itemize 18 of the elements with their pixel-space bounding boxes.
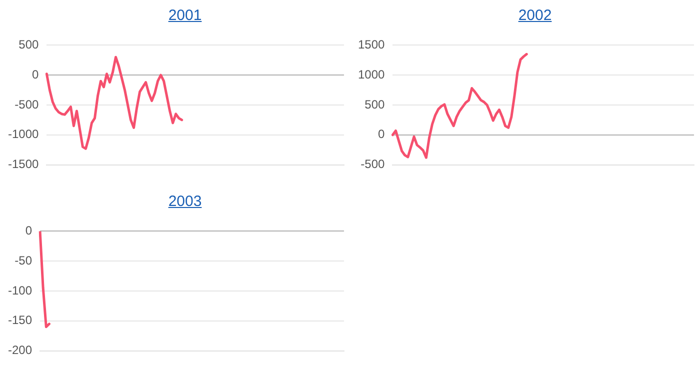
y-tick-label: 0 (32, 67, 40, 82)
y-tick-label: 500 (18, 38, 40, 52)
y-tick-label: -50 (14, 253, 32, 268)
y-tick-label: -100 (8, 283, 32, 298)
y-tick-label: 1500 (358, 38, 386, 52)
chart-title: 2003 (167, 193, 203, 210)
y-tick-label: -500 (360, 157, 386, 172)
y-tick-label: -500 (14, 97, 40, 112)
y-tick-label: 0 (378, 127, 386, 142)
y-tick-label: 500 (364, 97, 386, 112)
y-tick-label: 1000 (358, 67, 386, 82)
chart-title: 2002 (517, 7, 553, 24)
y-tick-label: -1000 (8, 127, 40, 142)
y-tick-label: -200 (8, 343, 32, 358)
chart-title: 2001 (167, 7, 203, 24)
y-tick-label: -150 (8, 313, 32, 328)
y-tick-label: -1500 (8, 157, 40, 172)
y-tick-label: 0 (25, 224, 32, 238)
